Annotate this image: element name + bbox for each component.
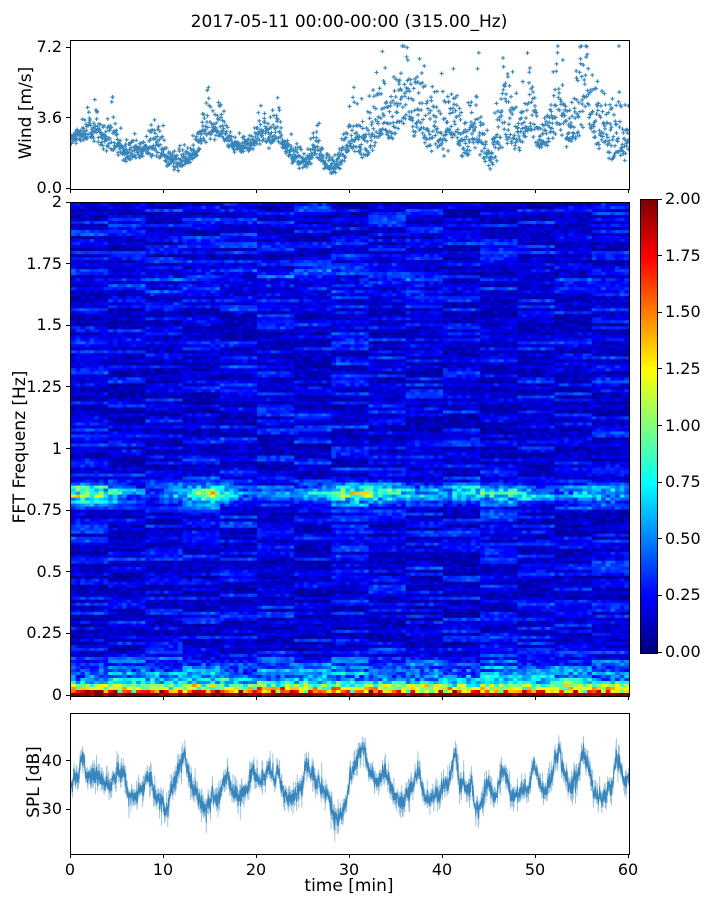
y-tick-label: 1.25	[26, 376, 62, 396]
spl-line-canvas	[71, 714, 629, 854]
y-tick-mark	[66, 187, 70, 189]
x-tick-mark	[627, 696, 629, 700]
colorbar-tick-mark	[658, 538, 662, 540]
wind-speed-plot	[70, 40, 630, 190]
y-tick-mark	[66, 201, 70, 203]
y-tick-label: 7.2	[36, 37, 62, 57]
spl-y-axis-label: SPL [dB]	[24, 746, 44, 818]
x-tick-mark	[348, 696, 350, 700]
colorbar-tick-label: 0.75	[665, 472, 701, 492]
x-tick-label: 60	[617, 860, 639, 879]
y-tick-mark	[66, 694, 70, 696]
y-tick-label: 1	[51, 438, 62, 458]
x-tick-mark	[69, 696, 71, 700]
y-tick-label: 0.5	[36, 561, 62, 581]
x-tick-mark	[348, 189, 350, 193]
x-tick-mark	[69, 854, 71, 858]
y-tick-mark	[66, 324, 70, 326]
colorbar-tick-label: 1.75	[665, 245, 701, 265]
y-tick-label: 1.5	[36, 315, 62, 335]
x-axis-label: time [min]	[304, 876, 394, 896]
x-tick-mark	[255, 854, 257, 858]
spl-plot	[70, 713, 630, 855]
spectrogram-plot	[70, 202, 630, 697]
y-tick-mark	[66, 46, 70, 48]
y-tick-label: 3.6	[36, 107, 62, 127]
colorbar-gradient-canvas	[641, 200, 657, 653]
y-tick-mark	[66, 808, 70, 810]
colorbar-tick-label: 1.50	[665, 302, 701, 322]
x-tick-mark	[255, 696, 257, 700]
y-tick-label: 0.25	[26, 623, 62, 643]
y-tick-label: 2	[51, 192, 62, 211]
wind-scatter-canvas	[71, 41, 629, 189]
x-tick-mark	[627, 189, 629, 193]
y-tick-mark	[66, 760, 70, 762]
x-tick-mark	[162, 854, 164, 858]
x-tick-label: 10	[152, 860, 174, 879]
x-tick-mark	[627, 854, 629, 858]
y-tick-label: 0	[51, 685, 62, 704]
colorbar-tick-mark	[658, 368, 662, 370]
colorbar-tick-label: 0.25	[665, 585, 701, 605]
colorbar-tick-label: 1.00	[665, 415, 701, 435]
x-tick-mark	[534, 854, 536, 858]
colorbar-tick-mark	[658, 425, 662, 426]
x-tick-mark	[441, 189, 443, 193]
colorbar-tick-label: 2.00	[665, 189, 701, 208]
x-tick-label: 0	[64, 860, 76, 879]
colorbar-tick-label: 0.50	[665, 528, 701, 548]
x-tick-mark	[69, 189, 71, 193]
colorbar-tick-mark	[658, 198, 662, 200]
x-tick-label: 40	[431, 860, 453, 879]
colorbar-tick-mark	[658, 481, 662, 483]
y-tick-label: 30	[41, 799, 62, 819]
y-tick-label: 1.75	[26, 253, 62, 273]
y-tick-label: 40	[41, 750, 62, 770]
x-tick-mark	[441, 696, 443, 700]
x-tick-label: 50	[524, 860, 546, 879]
colorbar-tick-label: 0.00	[665, 642, 701, 661]
y-tick-label: 0.75	[26, 500, 62, 520]
y-tick-mark	[66, 386, 70, 388]
figure-title: 2017-05-11 00:00-00:00 (315.00_Hz)	[190, 12, 508, 32]
x-tick-mark	[441, 854, 443, 858]
x-tick-mark	[348, 854, 350, 858]
y-tick-mark	[66, 117, 70, 119]
colorbar-tick-mark	[658, 311, 662, 313]
y-tick-mark	[66, 632, 70, 634]
y-tick-mark	[66, 571, 70, 573]
x-tick-mark	[534, 189, 536, 193]
x-tick-mark	[162, 696, 164, 700]
x-tick-mark	[534, 696, 536, 700]
y-tick-mark	[66, 263, 70, 265]
y-tick-label: 0.0	[36, 178, 62, 197]
colorbar-tick-mark	[658, 651, 662, 653]
x-tick-label: 30	[338, 860, 360, 879]
y-tick-mark	[66, 509, 70, 511]
x-tick-mark	[162, 189, 164, 193]
colorbar-tick-mark	[658, 594, 662, 596]
y-tick-mark	[66, 448, 70, 449]
colorbar	[640, 199, 658, 654]
x-tick-label: 20	[245, 860, 267, 879]
colorbar-tick-mark	[658, 255, 662, 257]
x-tick-mark	[255, 189, 257, 193]
colorbar-tick-label: 1.25	[665, 358, 701, 378]
spectrogram-canvas	[71, 203, 629, 696]
